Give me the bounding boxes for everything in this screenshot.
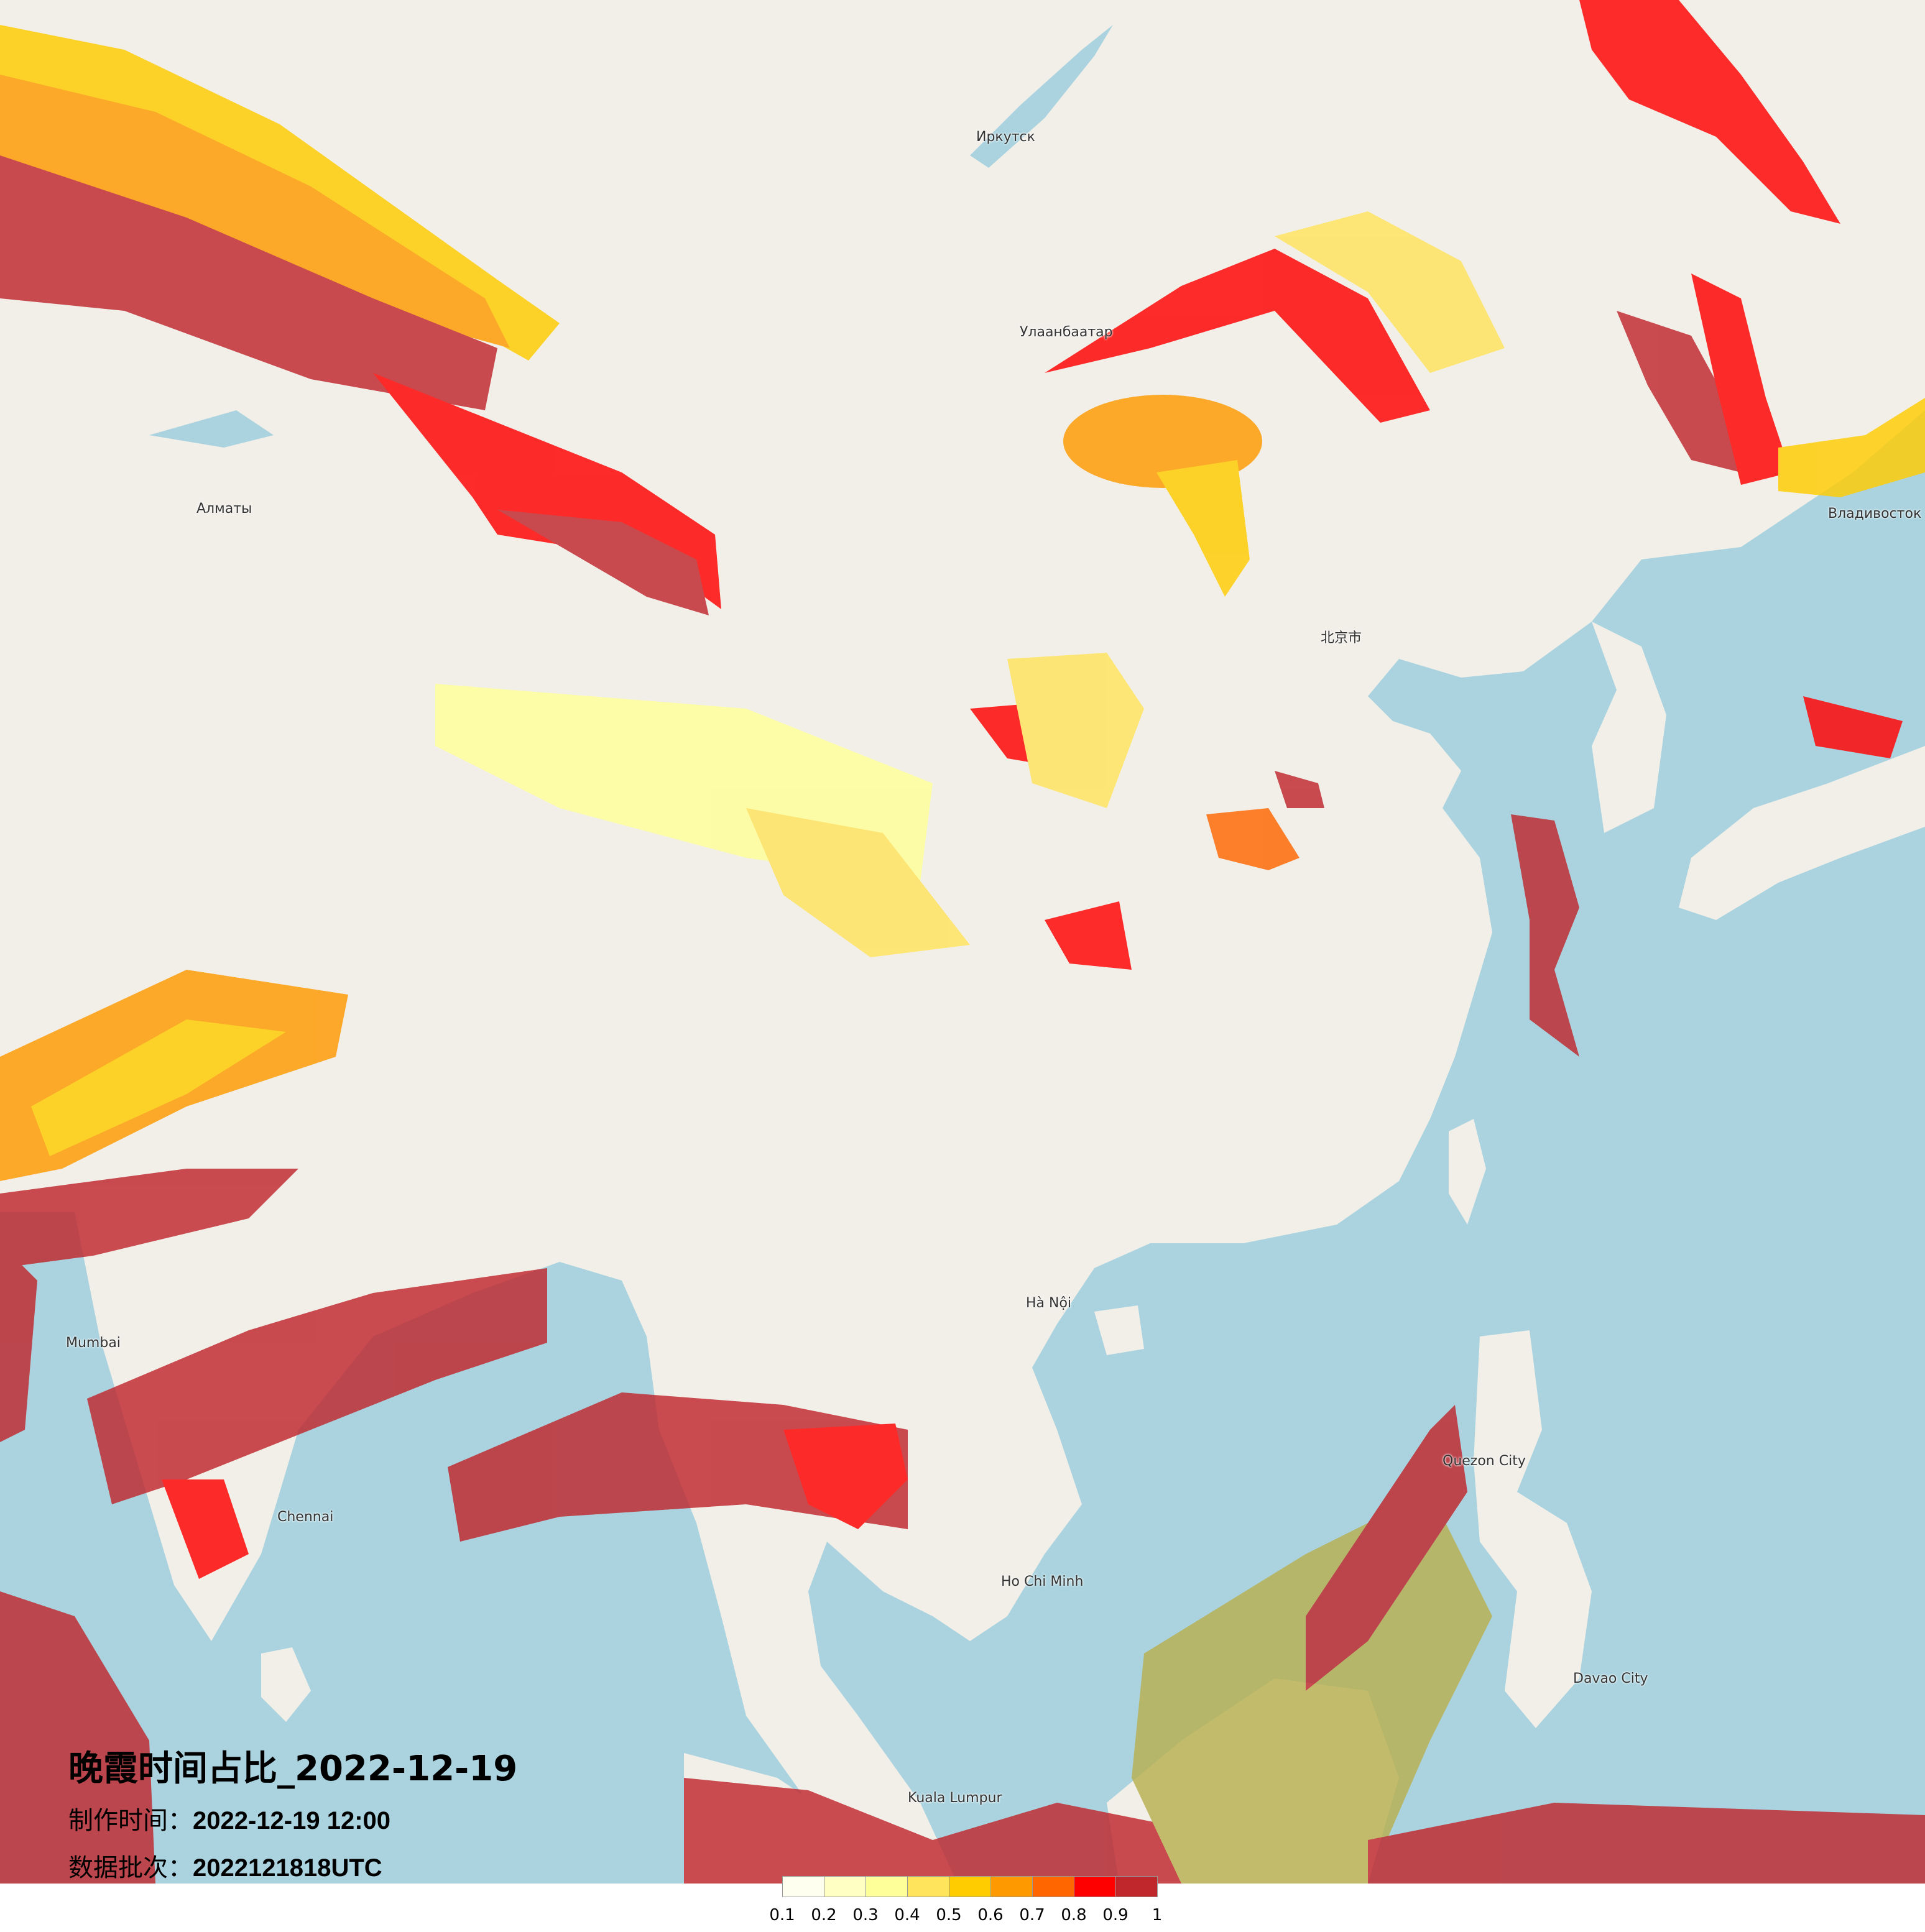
city-label: 北京市 <box>1321 630 1362 646</box>
blob-thailand-red <box>783 1424 908 1529</box>
blob-taiwan-strait <box>1511 814 1579 1057</box>
blob-arabian-dark <box>0 1243 37 1442</box>
blob-heilongjiang <box>1617 311 1741 472</box>
blob-india-yellow <box>31 1019 286 1156</box>
production-time-label: 制作时间： <box>68 1806 193 1835</box>
blob-tibet-yellow-2 <box>746 808 970 957</box>
blob-shandong-dark <box>1275 771 1324 808</box>
legend-swatch <box>1116 1877 1157 1897</box>
blob-henan-orange <box>1206 808 1299 870</box>
legend-tick-label: 0.6 <box>977 1906 1004 1925</box>
data-batch-value: 2022121818UTC <box>193 1854 382 1882</box>
blob-sichuan-red <box>1045 901 1132 970</box>
legend-swatch <box>783 1877 824 1897</box>
blob-topright-red <box>1579 0 1840 224</box>
blob-loess-yellow <box>1007 653 1144 808</box>
legend-swatch <box>1033 1877 1074 1897</box>
blob-southeast-dark <box>1368 1803 1925 1884</box>
legend-tick-label: 0.1 <box>769 1906 795 1925</box>
city-label: Hà Nội <box>1026 1295 1072 1311</box>
city-label: Quezon City <box>1443 1453 1526 1469</box>
indian-ocean <box>0 1212 870 1884</box>
legend-tick-label: 0.9 <box>1102 1906 1129 1925</box>
blob-primorye <box>1778 398 1925 497</box>
city-label: Davao City <box>1573 1671 1648 1686</box>
blob-xinjiang-dark <box>497 510 709 615</box>
blob-philippines-red <box>1306 1405 1467 1691</box>
blob-kazakh-dark <box>0 155 497 410</box>
city-label: Chennai <box>277 1509 334 1525</box>
legend-tick-label: 0.5 <box>936 1906 962 1925</box>
city-label: Улаанбаатар <box>1020 324 1113 340</box>
city-label: Ho Chi Minh <box>1001 1574 1084 1589</box>
color-legend <box>782 1876 1158 1897</box>
blob-india-dark <box>0 1169 298 1268</box>
legend-swatch <box>1074 1877 1116 1897</box>
legend-tick-label: 0.4 <box>894 1906 920 1925</box>
city-label: Иркутск <box>976 129 1035 145</box>
blob-japan-red <box>1803 696 1903 758</box>
city-label: Владивосток <box>1828 506 1922 522</box>
city-label: Mumbai <box>66 1335 121 1351</box>
legend-swatch <box>908 1877 949 1897</box>
blob-mongolia-tail <box>1156 460 1250 597</box>
lake-balkhash <box>149 410 274 448</box>
lake-baikal <box>970 25 1113 168</box>
production-time-value: 2022-12-19 12:00 <box>193 1807 391 1834</box>
legend-tick-label: 0.2 <box>811 1906 837 1925</box>
legend-tick-label: 0.7 <box>1019 1906 1045 1925</box>
legend-swatch <box>866 1877 908 1897</box>
blob-bottomleft-dark <box>0 1591 155 1884</box>
legend-tick-label: 1 <box>1152 1906 1163 1925</box>
city-label: Kuala Lumpur <box>908 1790 1002 1806</box>
production-time: 制作时间：2022-12-19 12:00 <box>68 1800 390 1836</box>
blob-kazakh-orange <box>0 75 510 348</box>
data-batch: 数据批次：2022121818UTC <box>68 1847 382 1884</box>
legend-labels: 0.1 0.2 0.3 0.4 0.5 0.6 0.7 0.8 0.9 1 <box>769 1906 1169 1931</box>
blob-heilongjiang-2 <box>1691 274 1791 485</box>
city-label: Алматы <box>196 501 252 517</box>
legend-swatch <box>949 1877 991 1897</box>
legend-swatch <box>991 1877 1033 1897</box>
blob-sumatra-dark <box>684 1778 1181 1884</box>
heat-overlay <box>0 0 1925 1884</box>
blob-deccan-dark <box>87 1268 547 1504</box>
blob-northeast-band <box>1045 249 1430 423</box>
blob-southindia <box>162 1479 249 1579</box>
map-title: 晚霞时间占比_2022-12-19 <box>68 1749 518 1789</box>
legend-swatch <box>824 1877 866 1897</box>
data-batch-label: 数据批次： <box>68 1854 193 1882</box>
legend-tick-label: 0.3 <box>852 1906 879 1925</box>
legend-tick-label: 0.8 <box>1061 1906 1087 1925</box>
basemap[interactable] <box>0 0 1925 1884</box>
blob-northeast-yellow <box>1275 211 1505 373</box>
